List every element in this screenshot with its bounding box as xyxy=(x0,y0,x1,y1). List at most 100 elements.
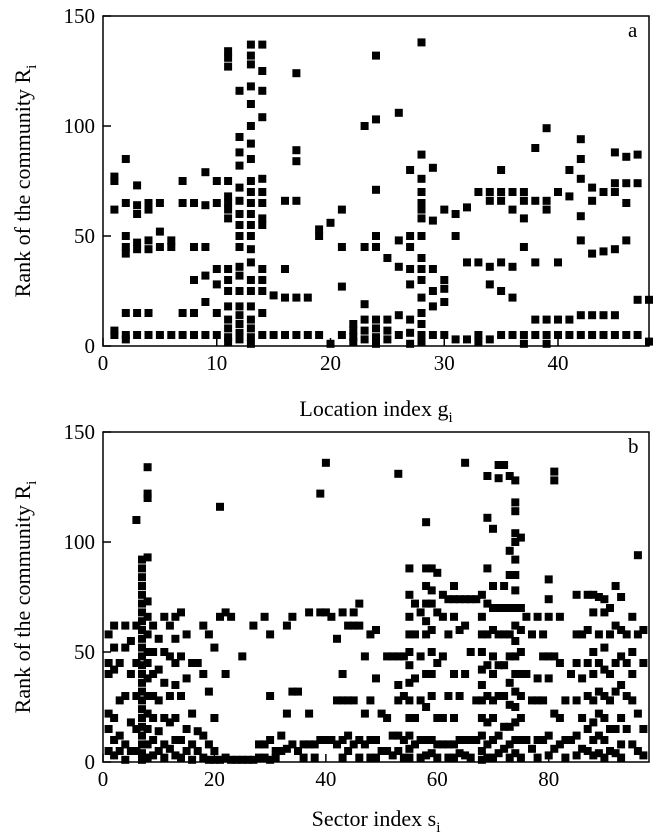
data-point xyxy=(588,196,597,205)
data-point xyxy=(277,747,286,755)
data-point xyxy=(483,661,492,670)
data-point xyxy=(455,749,464,758)
x-axis-label-a-main: Location index g xyxy=(299,396,448,421)
data-point xyxy=(144,309,153,317)
data-point xyxy=(565,315,574,324)
data-point xyxy=(406,232,415,240)
data-point xyxy=(366,630,375,639)
data-point xyxy=(550,476,559,485)
data-point xyxy=(224,337,233,346)
data-point xyxy=(310,753,319,762)
data-point xyxy=(388,731,397,740)
data-point xyxy=(519,188,528,196)
data-point xyxy=(522,612,531,621)
data-point xyxy=(539,630,548,639)
data-point xyxy=(126,670,135,678)
y-axis-label-b-main: Rank of the community R xyxy=(10,484,35,713)
data-point xyxy=(519,331,528,339)
data-point xyxy=(578,714,587,722)
data-point xyxy=(121,740,130,749)
data-point xyxy=(406,265,415,273)
data-point xyxy=(138,705,146,714)
data-point xyxy=(383,747,392,755)
data-point xyxy=(210,643,219,652)
data-point xyxy=(444,753,453,762)
data-point xyxy=(572,659,581,667)
data-point xyxy=(461,670,470,678)
data-point xyxy=(188,659,197,667)
data-point xyxy=(406,166,415,174)
data-point xyxy=(433,714,442,722)
data-point xyxy=(394,108,403,117)
data-point xyxy=(583,725,592,733)
data-point xyxy=(149,714,158,722)
data-point xyxy=(160,714,169,722)
data-point xyxy=(576,174,585,183)
data-point xyxy=(516,533,525,542)
data-point xyxy=(246,139,255,148)
data-point xyxy=(589,608,598,617)
data-point xyxy=(405,630,414,639)
data-point xyxy=(258,276,267,284)
data-point xyxy=(572,630,581,639)
data-point xyxy=(417,205,426,214)
data-point xyxy=(224,62,233,71)
data-point xyxy=(628,670,637,678)
data-point xyxy=(645,295,653,304)
data-point xyxy=(405,678,414,687)
data-point xyxy=(505,678,514,687)
data-point xyxy=(110,751,119,760)
data-point xyxy=(321,608,330,617)
data-point xyxy=(188,709,197,718)
data-point xyxy=(110,621,119,630)
data-point xyxy=(132,659,141,667)
data-point xyxy=(610,311,619,320)
data-point xyxy=(224,47,233,56)
data-point xyxy=(355,736,364,744)
data-point xyxy=(338,696,347,705)
data-point xyxy=(282,709,291,718)
data-point xyxy=(160,753,169,762)
data-point xyxy=(406,280,415,289)
data-point xyxy=(171,736,180,744)
data-point xyxy=(511,498,520,507)
data-point xyxy=(511,749,520,758)
data-point xyxy=(349,326,358,335)
data-point xyxy=(216,755,224,764)
data-point xyxy=(201,168,210,177)
data-point xyxy=(133,210,142,218)
data-point xyxy=(360,243,369,251)
data-point xyxy=(622,692,631,700)
data-point xyxy=(372,753,380,762)
data-point xyxy=(594,749,603,758)
data-point xyxy=(461,621,470,630)
data-point xyxy=(143,740,152,749)
data-point xyxy=(394,747,403,755)
data-point xyxy=(255,753,263,762)
data-point xyxy=(167,331,176,339)
data-point xyxy=(451,335,460,344)
data-point xyxy=(489,626,497,634)
x-tick-label: 80 xyxy=(538,767,559,791)
data-point xyxy=(212,280,221,289)
data-point xyxy=(266,736,275,744)
data-point xyxy=(405,661,414,670)
data-point xyxy=(399,692,408,700)
data-point xyxy=(485,280,494,289)
data-point xyxy=(511,687,520,696)
data-point xyxy=(110,326,119,335)
data-point xyxy=(204,755,213,764)
data-point xyxy=(143,597,152,606)
data-point xyxy=(550,744,559,753)
data-point xyxy=(531,196,540,205)
data-point xyxy=(372,736,380,744)
data-point xyxy=(201,201,210,210)
data-point xyxy=(516,626,525,634)
data-point xyxy=(494,692,503,700)
data-point xyxy=(455,692,464,700)
data-point xyxy=(133,238,142,247)
data-point xyxy=(610,331,619,339)
data-point xyxy=(578,630,587,639)
data-point xyxy=(288,687,297,696)
data-point xyxy=(149,692,158,700)
